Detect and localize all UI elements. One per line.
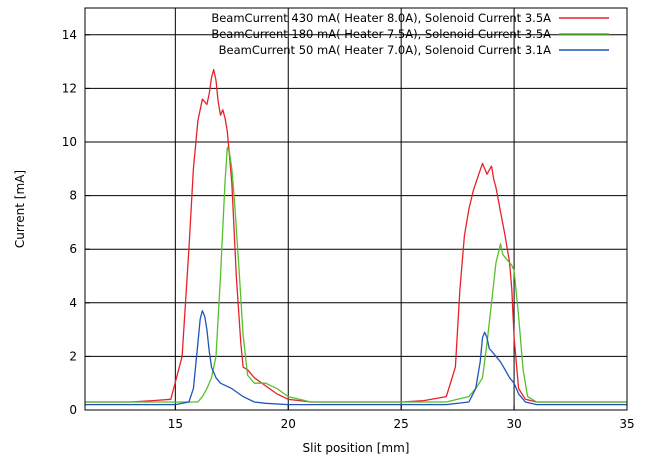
x-tick-label: 35 xyxy=(619,417,634,431)
y-axis-title: Current [mA] xyxy=(13,170,27,248)
y-tick-label: 6 xyxy=(69,242,77,256)
series-line-2 xyxy=(85,146,627,403)
legend-label-3: BeamCurrent 50 mA( Heater 7.0A), Solenoi… xyxy=(219,43,551,57)
series-lines xyxy=(85,68,627,406)
y-tick-label: 14 xyxy=(62,28,77,42)
plot-frame xyxy=(84,7,628,411)
axis-ticks: 15 20 25 30 35 0 2 4 6 8 10 12 14 xyxy=(62,28,635,431)
legend-label-1: BeamCurrent 430 mA( Heater 8.0A), Soleno… xyxy=(211,11,551,25)
y-tick-label: 10 xyxy=(62,135,77,149)
x-tick-label: 30 xyxy=(506,417,521,431)
y-tick-label: 8 xyxy=(69,189,77,203)
x-tick-label: 15 xyxy=(168,417,183,431)
y-tick-label: 0 xyxy=(69,403,77,417)
x-tick-label: 25 xyxy=(394,417,409,431)
series-line-3 xyxy=(85,310,627,406)
x-axis-title: Slit position [mm] xyxy=(303,441,410,455)
x-tick-label: 20 xyxy=(281,417,296,431)
y-tick-label: 2 xyxy=(69,349,77,363)
y-tick-label: 12 xyxy=(62,81,77,95)
legend-label-2: BeamCurrent 180 mA( Heater 7.5A), Soleno… xyxy=(211,27,551,41)
grid xyxy=(85,8,627,410)
legend: BeamCurrent 430 mA( Heater 8.0A), Soleno… xyxy=(211,11,609,57)
y-tick-label: 4 xyxy=(69,296,77,310)
